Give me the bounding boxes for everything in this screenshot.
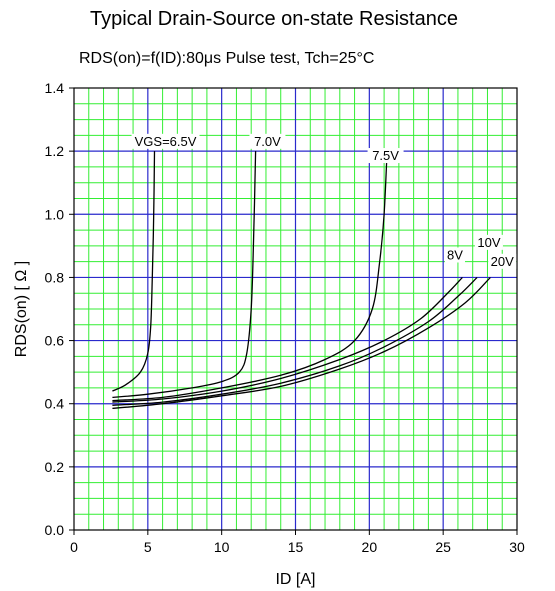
series-line-7-5v bbox=[112, 151, 388, 402]
y-tick-label: 0.2 bbox=[45, 459, 65, 475]
series-line-10v bbox=[112, 276, 478, 406]
annotation-bg bbox=[249, 133, 286, 149]
series-line-20v bbox=[112, 276, 491, 410]
y-tick-label: 1.0 bbox=[45, 206, 65, 222]
y-tick-label: 0.6 bbox=[45, 333, 65, 349]
annotation-bg bbox=[131, 133, 200, 149]
y-tick-label: 0.8 bbox=[45, 269, 65, 285]
y-tick-label: 1.4 bbox=[45, 80, 65, 96]
x-tick-label: 20 bbox=[362, 539, 378, 555]
y-tick-label: 0.0 bbox=[45, 522, 65, 538]
annotation-bg bbox=[474, 234, 503, 250]
series-annotation: 7.5V bbox=[372, 148, 399, 163]
annotation-bg bbox=[488, 253, 517, 269]
x-tick-label: 5 bbox=[144, 539, 152, 555]
series-annotation: 7.0V bbox=[254, 134, 281, 149]
y-tick-label: 1.2 bbox=[45, 143, 65, 159]
annotation-bg bbox=[367, 148, 404, 164]
series-line-vgs-6-5v bbox=[112, 151, 156, 392]
chart-subtitle: RDS(on)=f(ID):80μs Pulse test, Tch=25°C bbox=[79, 50, 375, 67]
x-tick-label: 0 bbox=[70, 539, 78, 555]
annotation-bg bbox=[444, 247, 465, 263]
x-tick-label: 10 bbox=[214, 539, 230, 555]
x-tick-label: 15 bbox=[288, 539, 304, 555]
series-line-7-0v bbox=[112, 151, 257, 399]
x-tick-label: 30 bbox=[509, 539, 525, 555]
series-annotation: 20V bbox=[491, 254, 514, 269]
series-annotation: 10V bbox=[477, 235, 500, 250]
series-line-8v bbox=[112, 276, 463, 403]
series-annotation: VGS=6.5V bbox=[135, 134, 197, 149]
y-axis-label: RDS(on) [ Ω ] bbox=[13, 261, 30, 357]
y-tick-label: 0.4 bbox=[45, 396, 65, 412]
x-axis-label: ID [A] bbox=[275, 571, 315, 588]
x-tick-label: 25 bbox=[435, 539, 451, 555]
series-annotation: 8V bbox=[447, 247, 463, 262]
